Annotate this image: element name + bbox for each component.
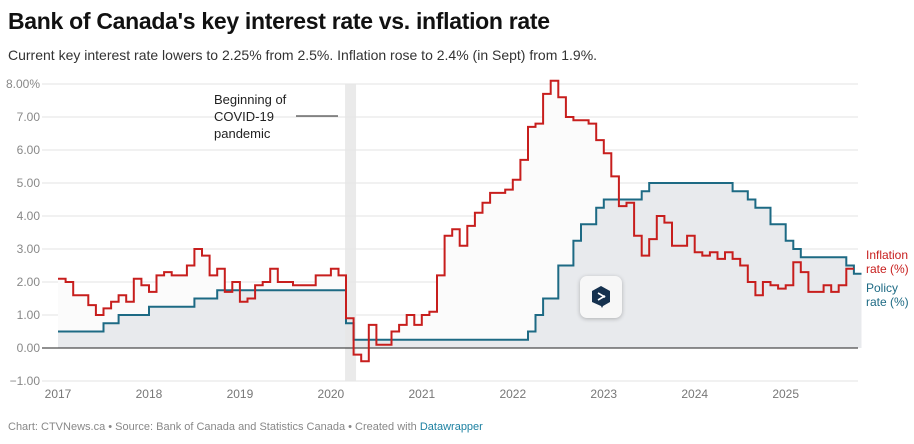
y-axis-ticks: −1.00 0.00 1.00 2.00 3.00 4.00 5.00 6.00 7.00 8.0…: [6, 77, 40, 388]
x-tick-label: 2017: [45, 387, 72, 401]
x-tick-label: 2020: [318, 387, 345, 401]
y-tick-label: 2.00: [17, 275, 41, 289]
chart-title: Bank of Canada's key interest rate vs. i…: [8, 8, 550, 34]
policy-series-label: Policy: [866, 281, 898, 295]
chart-subtitle: Current key interest rate lowers to 2.25…: [8, 47, 598, 63]
covid-annotation-text: COVID-19: [214, 109, 274, 124]
x-tick-label: 2019: [227, 387, 254, 401]
inflation-rate-line: [58, 79, 854, 363]
areas: [58, 80, 862, 362]
x-tick-label: 2021: [408, 387, 435, 401]
y-tick-label: 3.00: [17, 242, 41, 256]
x-tick-label: 2025: [772, 387, 799, 401]
inflation-series-label: rate (%): [866, 262, 909, 276]
policy-area: [58, 183, 862, 348]
x-tick-label: 2024: [681, 387, 708, 401]
y-tick-label: 1.00: [17, 308, 41, 322]
x-axis-ticks: 2017 2018 2019 2020 2021 2022 2023 2024 2025: [45, 387, 800, 401]
grid-lines: [42, 83, 858, 382]
policy-series-label: rate (%): [866, 295, 909, 309]
policy-rate-line: [58, 182, 862, 341]
datawrapper-link[interactable]: Datawrapper: [419, 421, 483, 433]
y-tick-label: 8.00%: [6, 77, 40, 91]
y-tick-label: 4.00: [17, 209, 41, 223]
footer-source: Chart: CTVNews.ca • Source: Bank of Cana…: [8, 421, 420, 433]
covid-band: [345, 84, 357, 381]
datawrapper-logo-icon: [592, 286, 610, 308]
datawrapper-button[interactable]: [580, 276, 622, 318]
y-tick-label: 7.00: [17, 110, 41, 124]
y-tick-label: 0.00: [17, 341, 41, 355]
inflation-series-label: Inflation: [866, 248, 908, 262]
x-tick-label: 2023: [590, 387, 617, 401]
y-tick-label: −1.00: [10, 374, 41, 388]
x-tick-label: 2022: [499, 387, 526, 401]
covid-annotation-text: pandemic: [214, 126, 271, 141]
chart-footer: Chart: CTVNews.ca • Source: Bank of Cana…: [8, 421, 483, 433]
y-tick-label: 6.00: [17, 143, 41, 157]
y-tick-label: 5.00: [17, 176, 41, 190]
annotations: Beginning of COVID-19 pandemic: [214, 92, 338, 141]
series-lines: [58, 79, 862, 363]
x-tick-label: 2018: [136, 387, 163, 401]
covid-annotation-text: Beginning of: [214, 92, 287, 107]
covid-band-rect: [345, 84, 357, 381]
